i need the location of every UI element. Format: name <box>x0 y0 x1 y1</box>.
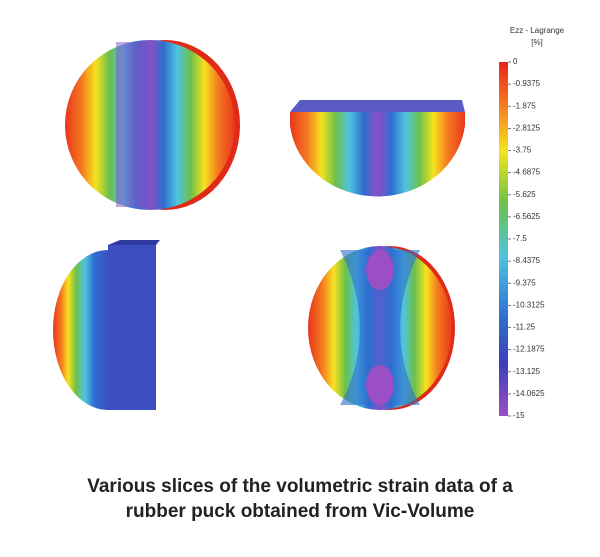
tick-label: -12.1875 <box>513 345 545 354</box>
tick-label: -3.75 <box>513 146 532 155</box>
slice-render <box>53 240 160 410</box>
tick-label: -11.25 <box>513 323 536 332</box>
tick-label: -14.0625 <box>513 389 545 398</box>
tick-label: -10.3125 <box>513 300 545 309</box>
tick-label: 0 <box>513 57 518 66</box>
tick-label: -4.6875 <box>513 168 541 177</box>
colorbar-ticks: 0 -0.9375 -1.875 -2.8125 -3.75 -4.6875 -5.625 -… <box>508 57 545 420</box>
slice-render <box>65 40 240 210</box>
tick-label: -2.8125 <box>513 123 541 132</box>
tick-label: -6.5625 <box>513 212 541 221</box>
colorbar-unit: [%] <box>531 38 543 47</box>
tick-label: -8.4375 <box>513 256 541 265</box>
slice-render <box>308 246 455 410</box>
colorbar <box>499 62 508 416</box>
tick-label: -7.5 <box>513 234 527 243</box>
tick-label: -9.375 <box>513 278 536 287</box>
tick-label: -5.625 <box>513 190 536 199</box>
caption-line: rubber puck obtained from Vic-Volume <box>126 501 475 522</box>
tick-label: -15 <box>513 411 525 420</box>
tick-label: -0.9375 <box>513 79 541 88</box>
tick-label: -1.875 <box>513 101 536 110</box>
slice-render <box>290 100 465 197</box>
colorbar-title: Ezz - Lagrange <box>510 26 565 35</box>
tick-label: -13.125 <box>513 367 541 376</box>
caption-line: Various slices of the volumetric strain … <box>87 476 513 497</box>
